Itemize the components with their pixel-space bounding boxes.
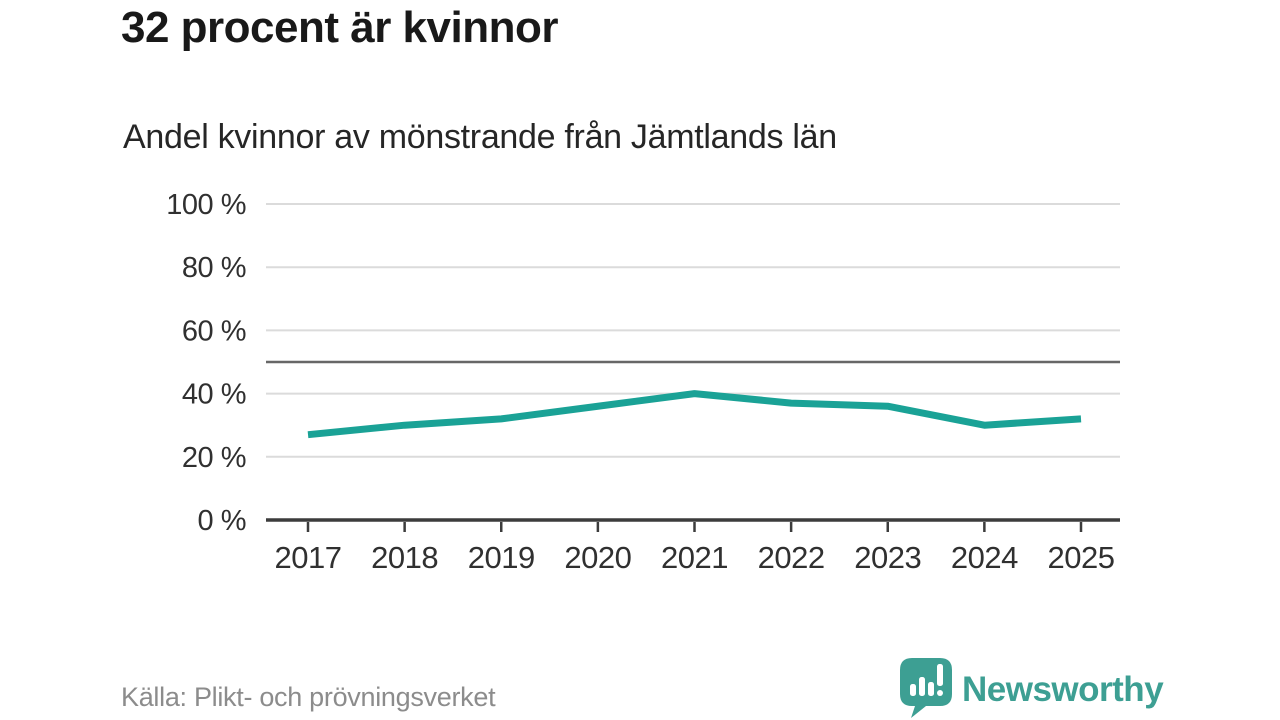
- x-axis-tick-label: 2021: [661, 540, 728, 575]
- chart-subtitle: Andel kvinnor av mönstrande från Jämtlan…: [123, 118, 837, 156]
- x-axis-tick-label: 2023: [854, 540, 921, 575]
- x-axis-tick-label: 2022: [758, 540, 825, 575]
- x-axis-tick-label: 2025: [1048, 540, 1115, 575]
- y-axis-tick-label: 80 %: [182, 252, 246, 284]
- y-axis-tick-label: 60 %: [182, 315, 246, 347]
- newsworthy-logo-icon: [900, 658, 952, 718]
- newsworthy-logo-text: Newsworthy: [962, 670, 1164, 709]
- x-axis-tick-label: 2020: [564, 540, 631, 575]
- newsworthy-logo: Newsworthy: [898, 656, 1168, 720]
- line-chart: 0 % 20 % 40 % 60 % 80 % 100 % 2017 2018 2019 2020…: [166, 189, 1120, 575]
- data-line-andel-kvinnor: [307, 390, 1082, 439]
- x-axis-tick-label: 2018: [371, 540, 438, 575]
- y-axis-tick-label: 20 %: [182, 442, 246, 474]
- page-title: 32 procent är kvinnor: [121, 3, 558, 52]
- y-axis-tick-label: 100 %: [166, 189, 246, 221]
- x-axis-tick-label: 2024: [951, 540, 1018, 575]
- source-note: Källa: Plikt- och prövningsverket: [121, 682, 496, 712]
- y-axis-tick-label: 40 %: [182, 379, 246, 411]
- y-axis-tick-label: 0 %: [198, 505, 246, 537]
- x-axis-tick-label: 2019: [468, 540, 535, 575]
- x-axis-tick-label: 2017: [275, 540, 342, 575]
